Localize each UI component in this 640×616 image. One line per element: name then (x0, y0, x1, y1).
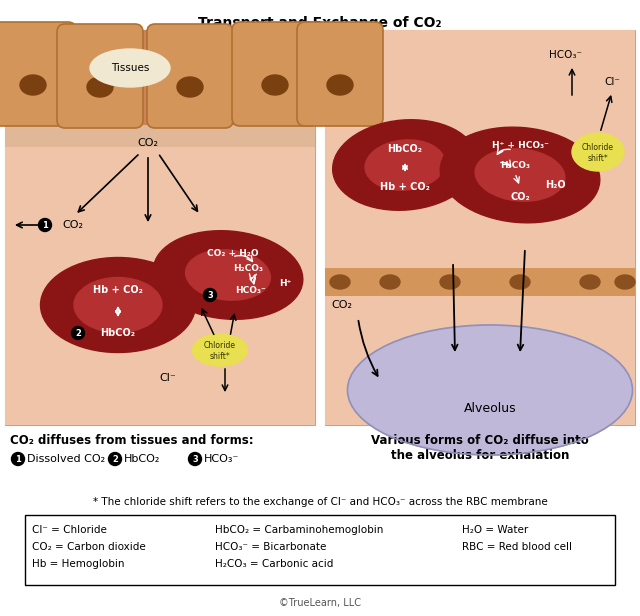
Ellipse shape (380, 275, 400, 289)
Bar (5, 30, 315, 425)
Text: Cl⁻: Cl⁻ (604, 77, 620, 87)
Text: shift*: shift* (588, 153, 609, 163)
Text: H₂CO₃: H₂CO₃ (233, 264, 263, 272)
Bar (5, 147, 315, 425)
Bar (325, 296, 635, 425)
Text: H₂O = Water: H₂O = Water (462, 525, 528, 535)
Text: Dissolved CO₂: Dissolved CO₂ (27, 454, 105, 464)
FancyBboxPatch shape (25, 515, 615, 585)
Text: HCO₃⁻ = Bicarbonate: HCO₃⁻ = Bicarbonate (215, 542, 326, 552)
Bar (325, 30, 635, 425)
Text: CO₂: CO₂ (138, 138, 159, 148)
Ellipse shape (333, 120, 477, 210)
Text: Alveolus: Alveolus (464, 402, 516, 415)
Bar (5, 30, 315, 125)
Ellipse shape (510, 275, 530, 289)
Text: Cl⁻ = Chloride: Cl⁻ = Chloride (32, 525, 107, 535)
Text: 3: 3 (192, 455, 198, 463)
Ellipse shape (20, 75, 46, 95)
FancyBboxPatch shape (147, 24, 233, 128)
Text: 2: 2 (112, 455, 118, 463)
Ellipse shape (186, 250, 270, 300)
Text: shift*: shift* (210, 352, 230, 360)
FancyBboxPatch shape (297, 22, 383, 126)
Ellipse shape (177, 77, 203, 97)
Bar (5, 125, 315, 147)
Text: * The chloride shift refers to the exchange of Cl⁻ and HCO₃⁻ across the RBC memb: * The chloride shift refers to the excha… (93, 497, 547, 507)
Ellipse shape (348, 325, 632, 455)
FancyBboxPatch shape (57, 24, 143, 128)
Text: Hb + CO₂: Hb + CO₂ (380, 182, 430, 192)
Bar (325, 268, 635, 296)
Text: HbCO₂: HbCO₂ (124, 454, 161, 464)
Text: H⁺ + HCO₃⁻: H⁺ + HCO₃⁻ (492, 140, 548, 150)
Text: HCO₃⁻: HCO₃⁻ (548, 50, 582, 60)
Text: Chloride: Chloride (204, 341, 236, 349)
Text: H₂O: H₂O (545, 180, 565, 190)
Ellipse shape (153, 230, 303, 319)
Text: CO₂ diffuses from tissues and forms:: CO₂ diffuses from tissues and forms: (10, 434, 253, 447)
Text: RBC = Red blood cell: RBC = Red blood cell (462, 542, 572, 552)
Ellipse shape (38, 219, 51, 232)
Ellipse shape (365, 140, 445, 190)
Text: H₂CO₃ = Carbonic acid: H₂CO₃ = Carbonic acid (215, 559, 333, 569)
Text: ©TrueLearn, LLC: ©TrueLearn, LLC (279, 598, 361, 608)
Ellipse shape (40, 257, 195, 352)
Text: Chloride: Chloride (582, 142, 614, 152)
Ellipse shape (475, 149, 565, 201)
Text: Hb = Hemoglobin: Hb = Hemoglobin (32, 559, 125, 569)
Ellipse shape (189, 453, 202, 466)
Ellipse shape (12, 453, 24, 466)
FancyBboxPatch shape (0, 22, 76, 126)
Text: Cl⁻: Cl⁻ (159, 373, 177, 383)
Text: CO₂: CO₂ (62, 220, 83, 230)
Ellipse shape (87, 77, 113, 97)
Text: 1: 1 (15, 455, 21, 463)
Text: HbCO₂ = Carbaminohemoglobin: HbCO₂ = Carbaminohemoglobin (215, 525, 383, 535)
Ellipse shape (109, 453, 122, 466)
Ellipse shape (615, 275, 635, 289)
Ellipse shape (327, 75, 353, 95)
Text: H⁺: H⁺ (279, 278, 291, 288)
Text: Tissues: Tissues (111, 63, 149, 73)
Ellipse shape (72, 326, 84, 339)
Ellipse shape (440, 127, 600, 223)
Ellipse shape (580, 275, 600, 289)
Text: HbCO₂: HbCO₂ (100, 328, 136, 338)
Ellipse shape (440, 275, 460, 289)
Text: HbCO₂: HbCO₂ (387, 144, 422, 154)
Text: HCO₃⁻: HCO₃⁻ (235, 285, 266, 294)
Text: HCO₃⁻: HCO₃⁻ (204, 454, 239, 464)
Ellipse shape (204, 288, 216, 301)
Text: CO₂ = Carbon dioxide: CO₂ = Carbon dioxide (32, 542, 146, 552)
Ellipse shape (262, 75, 288, 95)
FancyBboxPatch shape (232, 22, 318, 126)
Ellipse shape (330, 275, 350, 289)
Text: Various forms of CO₂ diffuse into
the alveolus for exhalation: Various forms of CO₂ diffuse into the al… (371, 434, 589, 462)
Text: 3: 3 (207, 291, 213, 299)
Text: Transport and Exchange of CO₂: Transport and Exchange of CO₂ (198, 16, 442, 30)
Bar (325, 30, 635, 268)
Text: Hb + CO₂: Hb + CO₂ (93, 285, 143, 295)
Ellipse shape (193, 334, 248, 366)
Text: H₂CO₃: H₂CO₃ (500, 161, 530, 169)
Ellipse shape (90, 49, 170, 87)
Ellipse shape (572, 133, 624, 171)
Text: CO₂: CO₂ (332, 300, 353, 310)
Text: CO₂: CO₂ (510, 192, 530, 202)
Text: 1: 1 (42, 221, 48, 230)
Ellipse shape (74, 277, 162, 333)
Text: CO₂ + H₂O: CO₂ + H₂O (207, 248, 259, 257)
Text: 2: 2 (75, 328, 81, 338)
